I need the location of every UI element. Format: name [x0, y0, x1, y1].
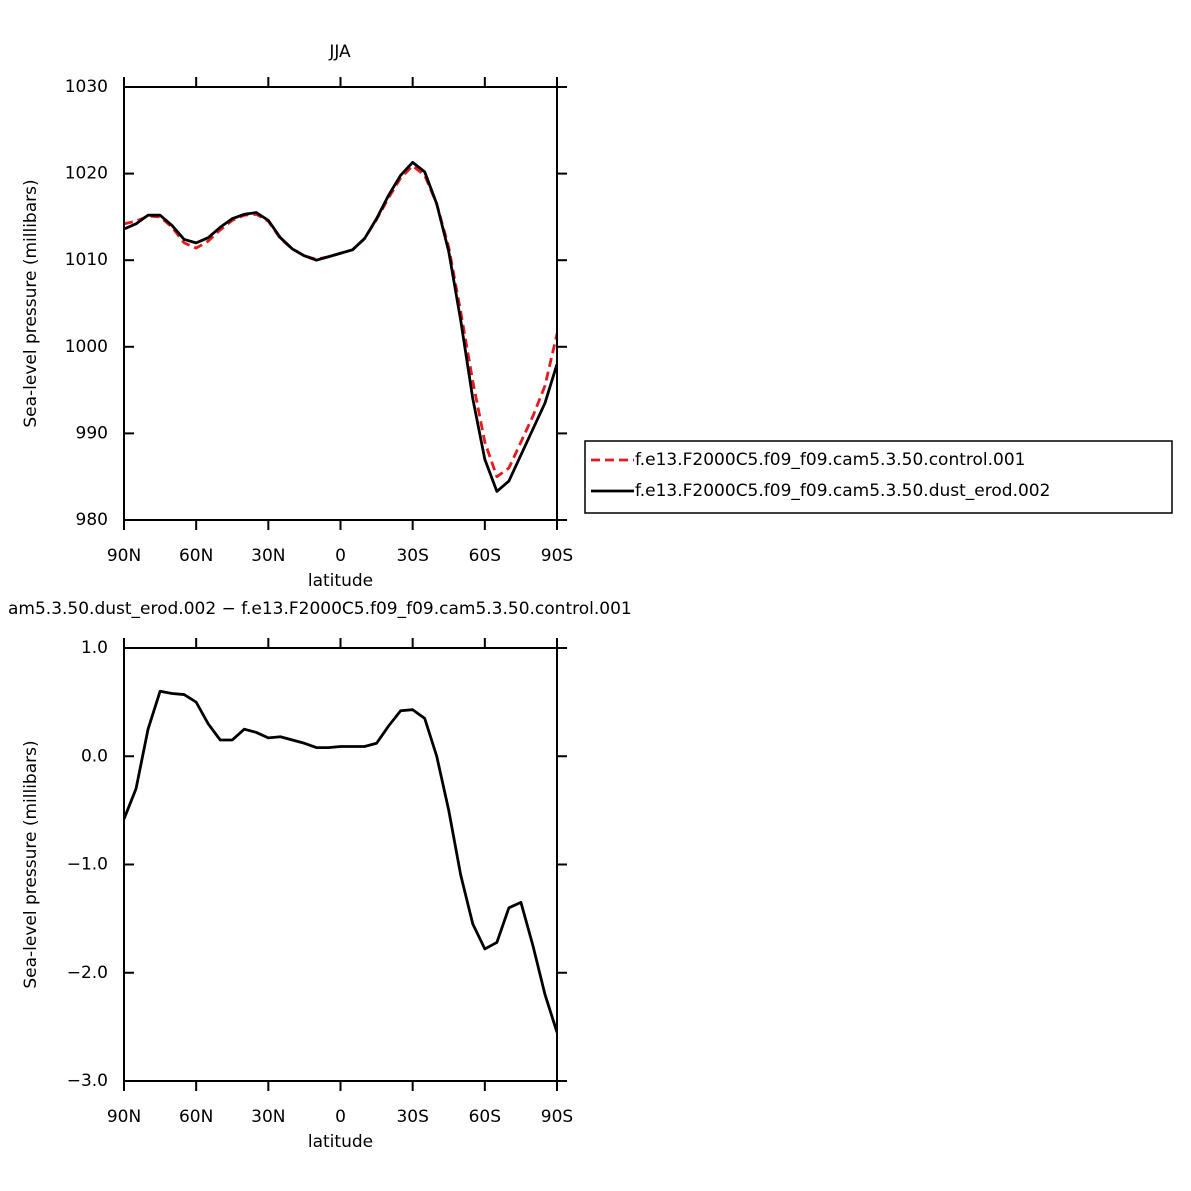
series-line	[124, 160, 557, 493]
x-axis-label: latitude	[308, 1132, 373, 1152]
plot-frame	[123, 647, 558, 1082]
x-tick-label: 60N	[179, 1107, 213, 1127]
chart-title: am5.3.50.dust_erod.002 − f.e13.F2000C5.f…	[8, 599, 632, 619]
plot-frame	[123, 86, 558, 521]
y-tick-label: −1.0	[67, 855, 108, 875]
y-tick-label: 1030	[65, 77, 108, 97]
series-line	[124, 689, 557, 1033]
y-tick-label: 1010	[65, 250, 108, 270]
legend-label: f.e13.F2000C5.f09_f09.cam5.3.50.control.…	[635, 450, 1026, 470]
x-tick-label: 0	[335, 1107, 346, 1127]
x-tick-label: 30N	[251, 1107, 285, 1127]
legend-box	[584, 440, 1173, 514]
y-axis-label: Sea-level pressure (millibars)	[21, 740, 41, 988]
series-line	[124, 164, 557, 479]
x-tick-label: 60N	[179, 546, 213, 566]
y-tick-label: 980	[76, 510, 108, 530]
y-tick-label: 1.0	[81, 638, 108, 658]
x-tick-label: 90N	[107, 1107, 141, 1127]
legend-label: f.e13.F2000C5.f09_f09.cam5.3.50.dust_ero…	[635, 481, 1050, 501]
x-tick-label: 90N	[107, 546, 141, 566]
x-tick-label: 30S	[396, 1107, 428, 1127]
x-axis-label: latitude	[308, 571, 373, 591]
y-axis-label: Sea-level pressure (millibars)	[21, 179, 41, 427]
x-tick-label: 60S	[469, 1107, 501, 1127]
y-tick-label: 990	[76, 423, 108, 443]
y-tick-label: −2.0	[67, 963, 108, 983]
x-tick-label: 60S	[469, 546, 501, 566]
y-tick-label: 1000	[65, 337, 108, 357]
x-tick-label: 30N	[251, 546, 285, 566]
x-tick-label: 0	[335, 546, 346, 566]
chart-title: JJA	[328, 42, 351, 62]
x-tick-label: 90S	[541, 546, 573, 566]
x-tick-label: 90S	[541, 1107, 573, 1127]
x-tick-label: 30S	[396, 546, 428, 566]
y-tick-label: 1020	[65, 164, 108, 184]
y-tick-label: 0.0	[81, 746, 108, 766]
y-tick-label: −3.0	[67, 1071, 108, 1091]
